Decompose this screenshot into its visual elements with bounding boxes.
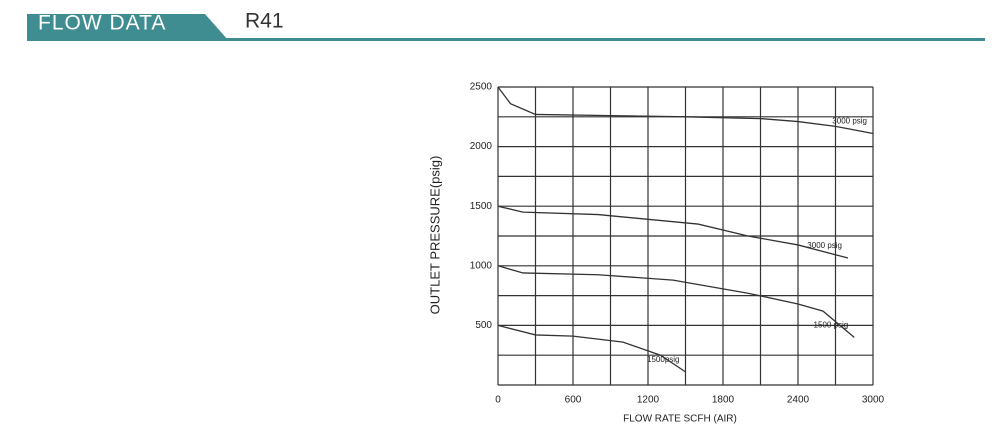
curve-label: 1500 psig: [814, 320, 849, 329]
model-name: R41: [245, 10, 284, 33]
curve: [497, 205, 849, 259]
y-tick-label: 500: [475, 320, 492, 331]
y-tick-label: 1000: [470, 260, 493, 271]
y-tick-label: 2000: [470, 141, 493, 152]
x-tick-label: 3000: [862, 395, 885, 406]
x-tick-label: 1200: [637, 395, 660, 406]
curve-label: 1500psig: [647, 355, 679, 364]
curve-label: 3000 psig: [832, 117, 867, 126]
y-tick-label: 1500: [470, 201, 493, 212]
curve-label: 3000 psig: [807, 241, 842, 250]
curve: [497, 86, 874, 135]
header-tab-text: FLOW DATA: [38, 12, 166, 35]
x-tick-label: 1800: [712, 395, 735, 406]
x-axis-title: FLOW RATE SCFH (AIR): [623, 414, 737, 425]
x-tick-label: 2400: [787, 395, 810, 406]
x-tick-label: 0: [495, 395, 501, 406]
header-tab: [27, 14, 228, 40]
header-rule: [27, 38, 985, 41]
y-tick-label: 2500: [470, 82, 493, 93]
x-tick-label: 600: [565, 395, 582, 406]
curve: [497, 265, 855, 338]
y-axis-title: OUTLET PRESSURE(psig): [427, 156, 442, 315]
curve: [497, 324, 686, 373]
